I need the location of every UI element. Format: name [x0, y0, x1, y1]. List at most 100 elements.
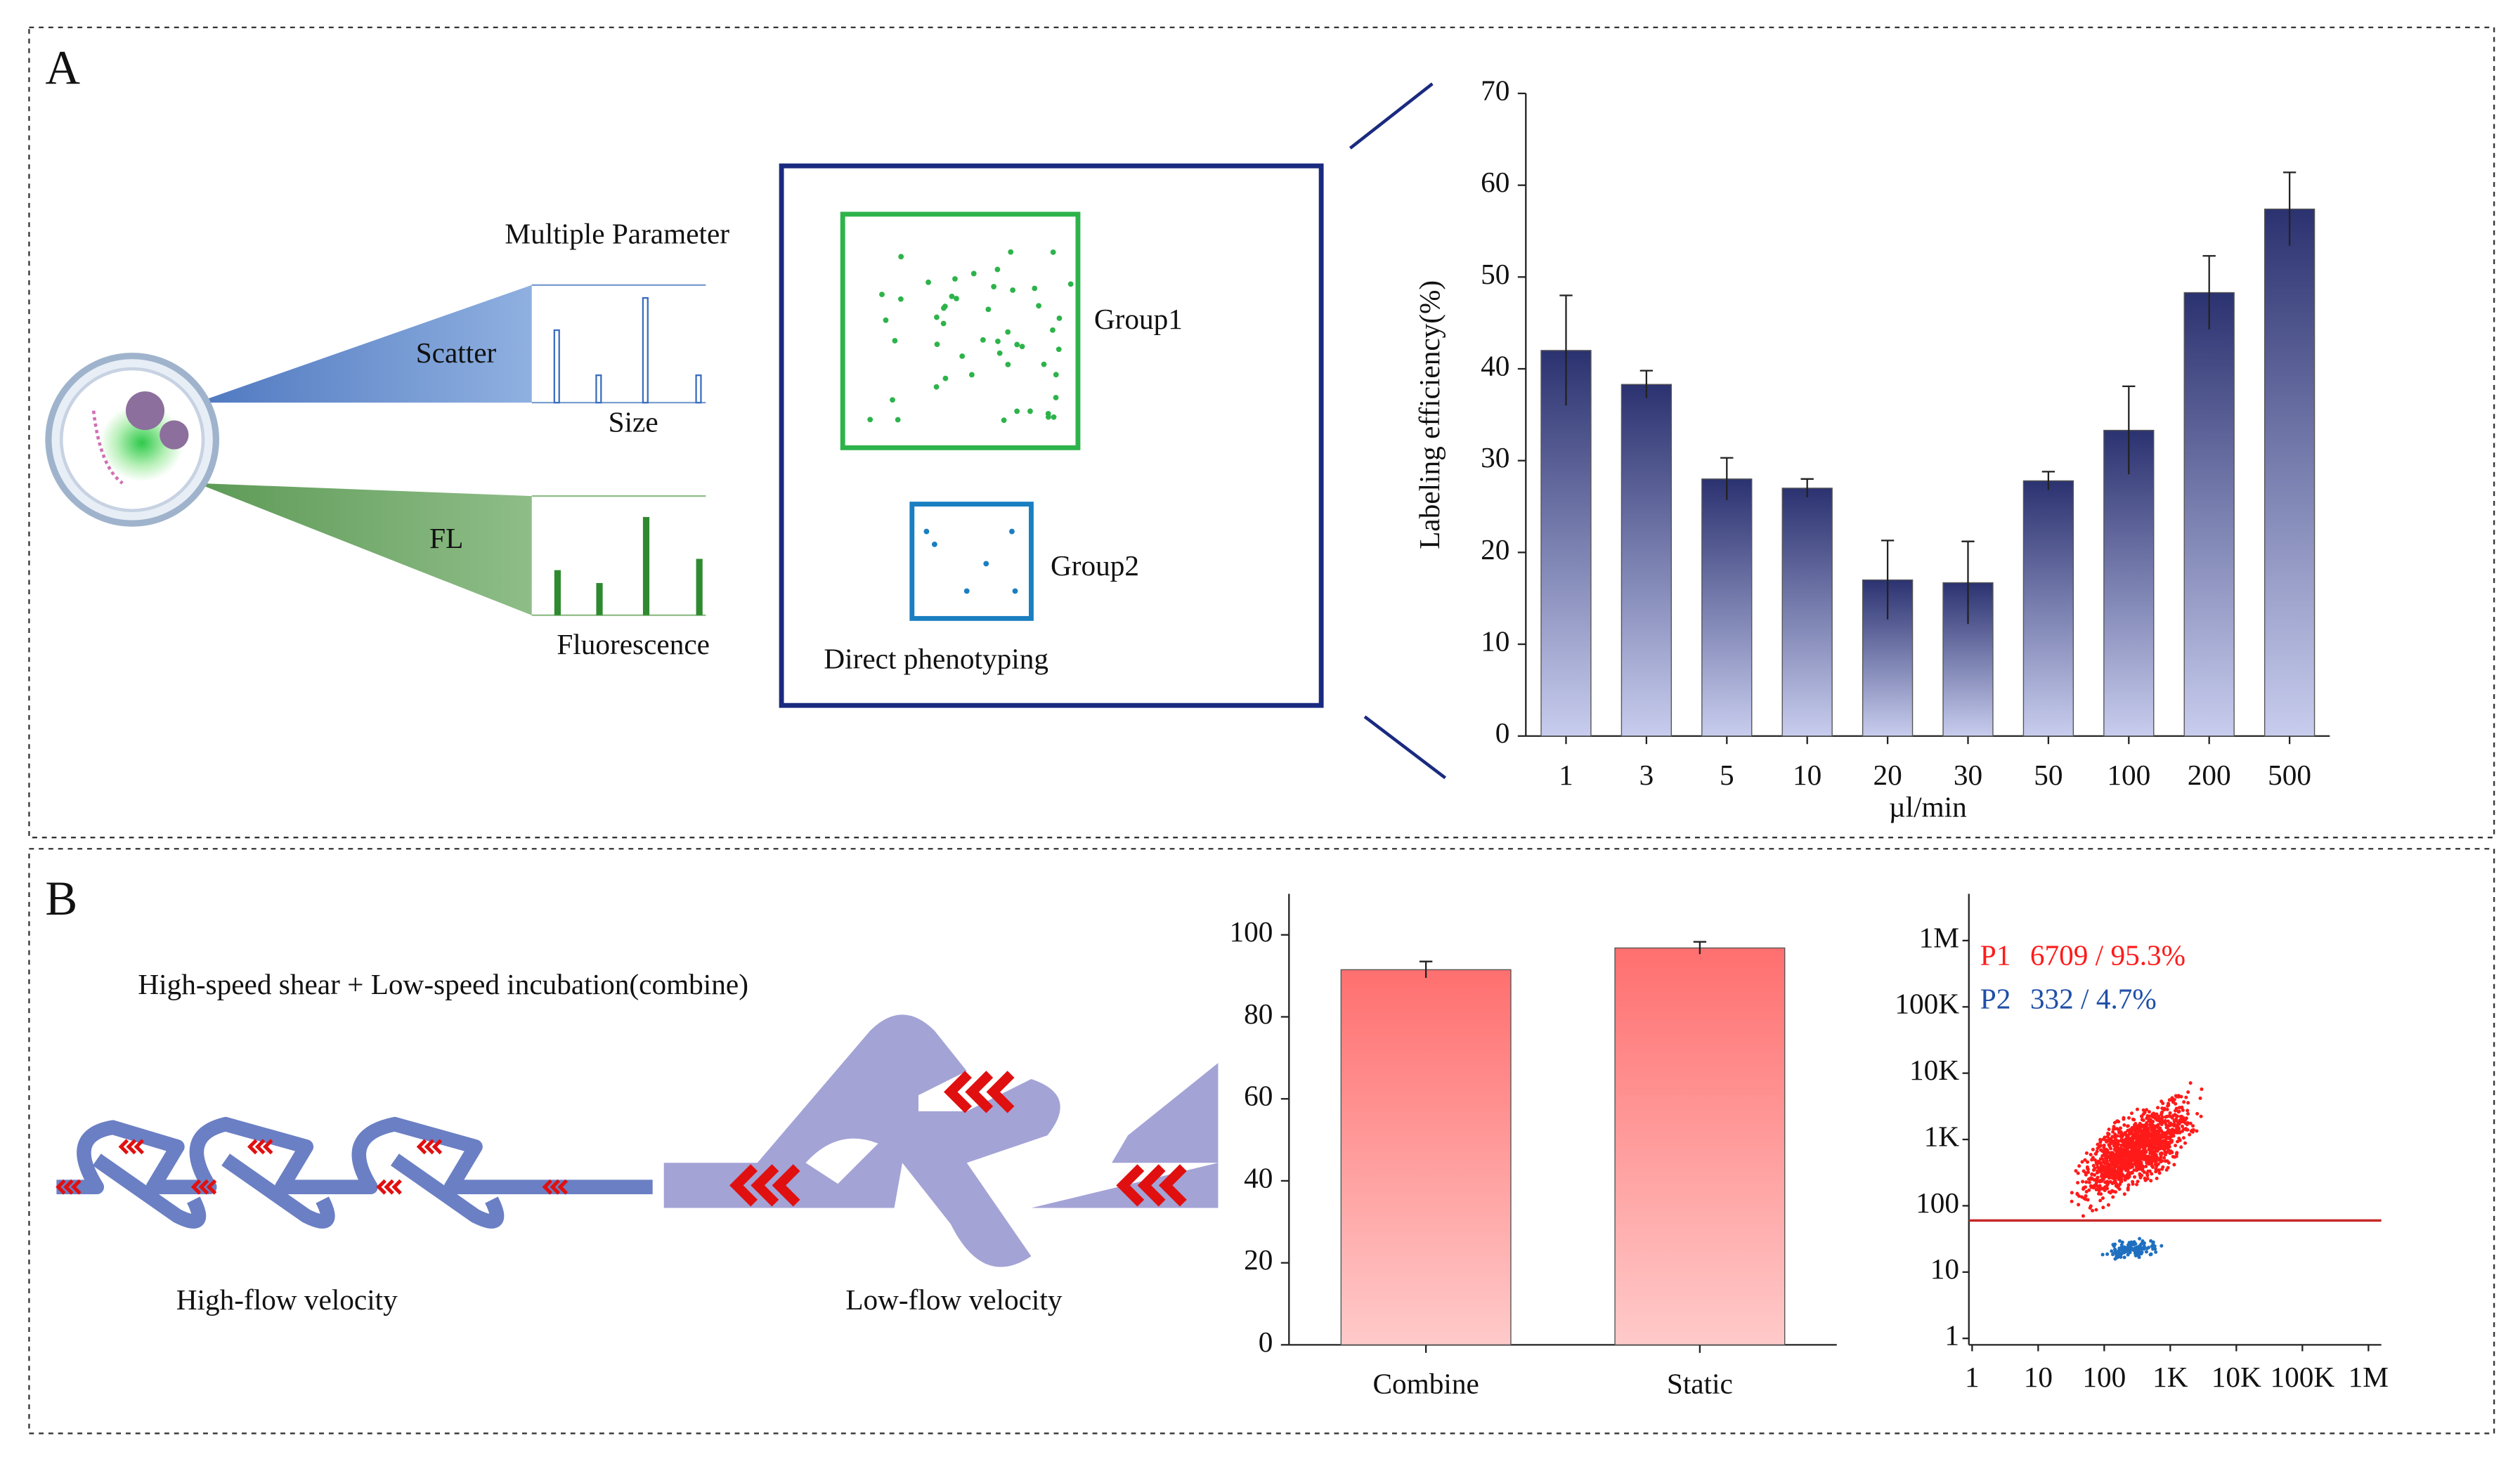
event-dot [2162, 1144, 2167, 1148]
dot [1067, 281, 1074, 287]
dot [1032, 285, 1038, 292]
event-dot [2144, 1250, 2148, 1254]
panel-label: B [45, 872, 77, 925]
event-dot [2122, 1144, 2126, 1149]
event-dot [2093, 1166, 2097, 1170]
event-dot [2104, 1165, 2108, 1170]
chevron [118, 1139, 129, 1155]
event-dot [2113, 1133, 2117, 1137]
event-dot [2149, 1179, 2153, 1183]
event-dot [2167, 1098, 2171, 1102]
event-dot [2151, 1165, 2155, 1169]
event-dot [2174, 1128, 2178, 1132]
event-dot [2128, 1128, 2132, 1132]
event-dot [2195, 1129, 2199, 1133]
event-dot [2095, 1162, 2099, 1166]
dot [892, 338, 898, 344]
chevron [542, 1179, 553, 1195]
event-dot [2135, 1182, 2139, 1187]
event-dot [2188, 1132, 2192, 1137]
group1-dots [867, 249, 1074, 424]
event-dot [2150, 1161, 2154, 1165]
event-dot [2161, 1165, 2165, 1169]
event-dot [2112, 1147, 2117, 1151]
x-tick-label: 30 [1954, 759, 1982, 791]
event-dot [2160, 1110, 2164, 1114]
event-dot [2080, 1160, 2084, 1164]
event-dot [2145, 1108, 2149, 1112]
event-dot [2110, 1158, 2115, 1162]
event-dot [2170, 1150, 2174, 1154]
event-dot [2089, 1153, 2093, 1157]
event-dot [2081, 1179, 2085, 1184]
event-dot [2118, 1146, 2122, 1151]
dot [1053, 395, 1059, 400]
dot [867, 417, 873, 423]
x-tick-label: 5 [1720, 759, 1734, 791]
y-tick-label: 1 [1944, 1319, 1959, 1352]
event-dot [2123, 1178, 2127, 1182]
size-bar [595, 374, 602, 404]
dot [942, 375, 949, 381]
event-dot [2125, 1135, 2130, 1139]
event-dot [2162, 1147, 2167, 1152]
event-dot [2111, 1195, 2115, 1199]
y-tick-label: 50 [1481, 258, 1509, 290]
event-dot [2124, 1163, 2129, 1168]
event-dot [2101, 1205, 2105, 1210]
x-tick-label: 100 [2082, 1361, 2126, 1393]
dot [1014, 341, 1020, 348]
dot [923, 528, 930, 535]
event-dot [2164, 1125, 2169, 1130]
event-dot [2130, 1141, 2134, 1145]
protein [160, 420, 189, 450]
event-dot [2134, 1137, 2139, 1141]
event-dot [2171, 1100, 2176, 1104]
chevron [1116, 1164, 1145, 1207]
event-dot [2176, 1121, 2180, 1125]
chevron [206, 1179, 217, 1195]
y-tick-label: 10 [1930, 1253, 1959, 1285]
dot [1056, 315, 1063, 321]
dot [970, 270, 977, 277]
chevron [965, 1071, 994, 1113]
event-dot [2119, 1163, 2124, 1168]
event-dot [2086, 1170, 2091, 1175]
event-dot [2140, 1114, 2144, 1119]
event-dot [2167, 1137, 2172, 1141]
event-dot [2143, 1139, 2148, 1143]
event-dot [2113, 1190, 2118, 1194]
dot [1056, 346, 1062, 353]
label: Size [609, 406, 658, 438]
event-dot [2198, 1096, 2202, 1100]
event-dot [2081, 1187, 2086, 1191]
chevron [126, 1139, 137, 1155]
chevron [729, 1164, 758, 1207]
label: High-flow velocity [176, 1283, 398, 1316]
event-dot [2149, 1155, 2153, 1159]
chevron [262, 1139, 273, 1155]
event-dot [2108, 1179, 2112, 1184]
x-tick-label: Combine [1373, 1367, 1479, 1399]
bar [2264, 208, 2316, 737]
event-dot [2122, 1174, 2126, 1178]
event-dot [2076, 1181, 2080, 1185]
event-dot [2185, 1128, 2190, 1132]
y-tick-label: 10 [1481, 625, 1509, 658]
event-dot [2158, 1126, 2162, 1130]
group1-box [840, 211, 1081, 450]
x-tick-label: 10 [1793, 759, 1821, 791]
event-dot [2070, 1191, 2074, 1195]
event-dot [2122, 1255, 2126, 1260]
event-dot [2098, 1198, 2103, 1203]
event-dot [2159, 1243, 2164, 1248]
event-dot [2096, 1146, 2100, 1151]
event-dot [2171, 1123, 2176, 1128]
size-bar [553, 329, 560, 404]
event-dot [2117, 1184, 2121, 1188]
phenotyping-box [779, 163, 1324, 708]
event-dot [2156, 1106, 2160, 1110]
event-dot [2093, 1158, 2097, 1162]
event-dot [2107, 1128, 2111, 1132]
